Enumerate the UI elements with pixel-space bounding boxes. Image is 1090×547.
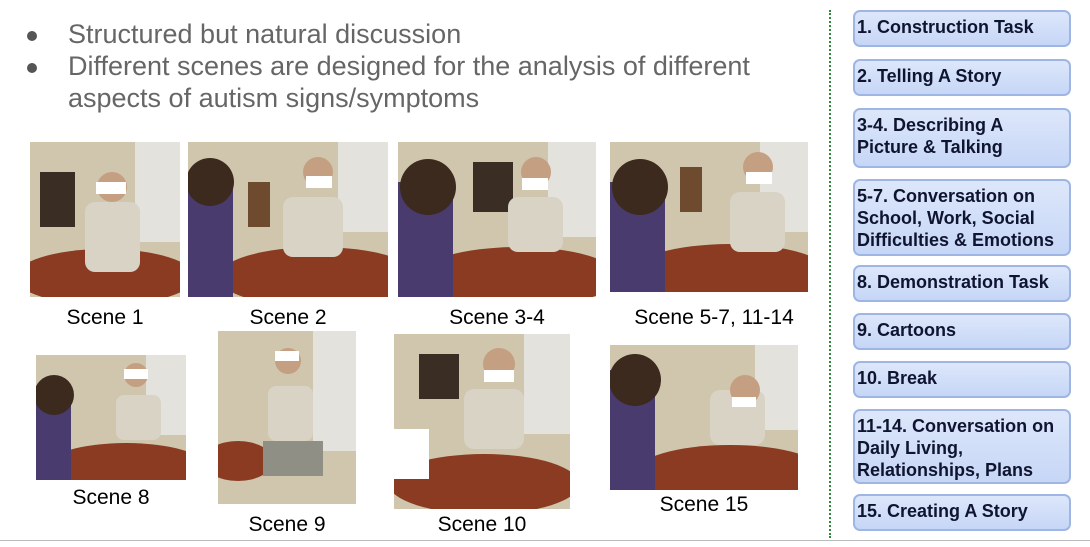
bullet-dot xyxy=(27,31,37,41)
scene-caption: Scene 1 xyxy=(66,306,144,329)
task-box: 9. Cartoons xyxy=(853,313,1071,350)
task-box: 5-7. Conversation on School, Work, Socia… xyxy=(853,179,1071,256)
bullet-item: Different scenes are designed for the an… xyxy=(22,50,812,114)
scene-caption: Scene 15 xyxy=(659,493,749,516)
bottom-rule xyxy=(0,540,1090,541)
task-box: 1. Construction Task xyxy=(853,10,1071,47)
column-divider xyxy=(829,10,831,538)
task-box: 11-14. Conversation on Daily Living, Rel… xyxy=(853,409,1071,484)
scene-caption: Scene 10 xyxy=(437,513,527,536)
scene-caption: Scene 2 xyxy=(249,306,327,329)
scene-5-7-image xyxy=(610,142,808,292)
task-box: 3-4. Describing A Picture & Talking xyxy=(853,108,1071,168)
scene-15-image xyxy=(610,345,798,490)
scene-3-4-image xyxy=(398,142,596,297)
scene-10-image xyxy=(394,334,570,509)
bullet-dot xyxy=(27,63,37,73)
task-box: 2. Telling A Story xyxy=(853,59,1071,96)
task-box: 15. Creating A Story xyxy=(853,494,1071,531)
task-box: 10. Break xyxy=(853,361,1071,398)
scene-caption: Scene 8 xyxy=(72,486,150,509)
scene-caption: Scene 9 xyxy=(248,513,326,536)
bullet-list: Structured but natural discussion Differ… xyxy=(22,18,812,114)
scene-caption: Scene 5-7, 11-14 xyxy=(634,306,794,329)
scene-2-image xyxy=(188,142,388,297)
scene-9-image xyxy=(218,331,356,504)
scene-caption: Scene 3-4 xyxy=(449,306,545,329)
bullet-text: Structured but natural discussion xyxy=(68,19,462,49)
task-box: 8. Demonstration Task xyxy=(853,265,1071,302)
bullet-item: Structured but natural discussion xyxy=(22,18,812,50)
bullet-text: Different scenes are designed for the an… xyxy=(68,51,750,113)
scene-8-image xyxy=(36,355,186,480)
scene-1-image xyxy=(30,142,180,297)
